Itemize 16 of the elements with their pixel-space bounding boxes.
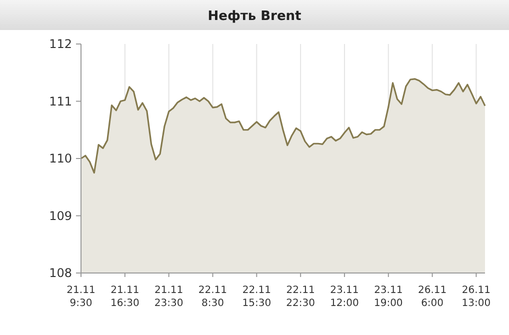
x-tick-label: 22.11 22:30 — [286, 285, 315, 309]
x-tick-label: 26.11 6:00 — [418, 285, 447, 309]
y-tick-label: 108 — [49, 266, 72, 280]
y-tick-label: 110 — [49, 152, 72, 166]
x-tick-label: 23.11 12:00 — [330, 285, 359, 309]
x-tick-label: 23.11 19:00 — [374, 285, 403, 309]
y-tick-label: 109 — [49, 208, 72, 223]
x-tick-label: 21.11 16:30 — [110, 285, 140, 309]
x-tick-label: 22.11 15:30 — [242, 285, 272, 309]
x-tick-label: 26.11 13:00 — [462, 285, 491, 309]
x-tick-label: 21.11 23:30 — [154, 285, 184, 309]
x-tick-label: 22.11 8:30 — [198, 285, 228, 309]
y-tick-label: 111 — [49, 94, 72, 108]
chart-title: Нефть Brent — [208, 9, 302, 24]
y-tick-label: 112 — [49, 37, 72, 51]
x-tick-label: 21.11 9:30 — [66, 285, 96, 309]
